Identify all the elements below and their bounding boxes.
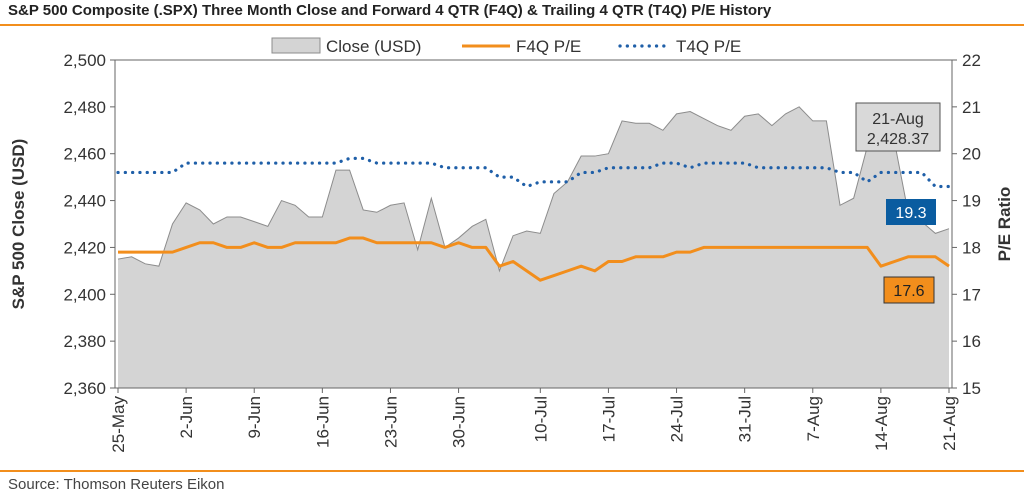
x-tick-label: 2-Jun: [177, 396, 196, 439]
x-tick-label: 10-Jul: [531, 396, 550, 442]
left-axis-ticks: 2,360 2,380 2,400 2,420 2,440 2,460 2,480 2,500: [63, 51, 115, 398]
legend-label-t4q: T4Q P/E: [676, 37, 741, 56]
x-tick-label: 24-Jul: [668, 396, 687, 442]
right-tick-label: 21: [962, 98, 981, 117]
t4q-callout-box: [886, 199, 936, 225]
left-tick-label: 2,500: [63, 51, 106, 70]
close-callout-date: 21-Aug: [872, 111, 924, 128]
t4q-callout: 19.3: [886, 199, 936, 225]
close-callout: 21-Aug 2,428.37: [855, 102, 941, 152]
legend-item-t4q: T4Q P/E: [618, 37, 741, 56]
left-axis-title: S&P 500 Close (USD): [9, 139, 28, 310]
x-tick-label: 23-Jun: [381, 396, 400, 448]
close-area-series: [118, 106, 949, 388]
x-axis-ticks: 25-May 2-Jun 9-Jun 16-Jun 23-Jun 30-Jun 10-Jul…: [109, 388, 959, 453]
pe-history-chart: 2,360 2,380 2,400 2,420 2,440 2,460 2,480 2,500…: [9, 37, 1014, 453]
left-tick-label: 2,440: [63, 192, 106, 211]
x-tick-label: 25-May: [109, 396, 128, 453]
right-tick-label: 20: [962, 145, 981, 164]
chart-title: S&P 500 Composite (.SPX) Three Month Clo…: [8, 2, 772, 19]
plot-frame: [114, 59, 953, 389]
right-tick-label: 16: [962, 332, 981, 351]
right-axis-ticks: 15 16 17 18 19 20 21 22: [952, 51, 981, 398]
footer-rule: [0, 470, 1024, 472]
t4q-callout-value: 19.3: [895, 205, 926, 222]
legend: Close (USD) F4Q P/E T4Q P/E: [271, 37, 741, 56]
legend-item-f4q: F4Q P/E: [462, 37, 581, 56]
legend-label-f4q: F4Q P/E: [516, 37, 581, 56]
f4q-callout-box: [883, 276, 935, 304]
left-tick-label: 2,400: [63, 285, 106, 304]
x-tick-label: 9-Jun: [245, 396, 264, 439]
x-tick-label: 30-Jun: [450, 396, 469, 448]
f4q-callout-value: 17.6: [893, 283, 924, 300]
source-note: Source: Thomson Reuters Eikon: [8, 476, 225, 493]
x-tick-label: 16-Jun: [313, 396, 332, 448]
x-tick-label: 14-Aug: [872, 396, 891, 451]
close-area-edge: [117, 106, 950, 273]
left-tick-label: 2,380: [63, 332, 106, 351]
left-tick-label: 2,460: [63, 145, 106, 164]
left-tick-label: 2,420: [63, 238, 106, 257]
right-tick-label: 18: [962, 238, 981, 257]
close-callout-box: [855, 102, 941, 152]
x-tick-label: 17-Jul: [599, 396, 618, 442]
right-tick-label: 19: [962, 192, 981, 211]
x-tick-label: 31-Jul: [736, 396, 755, 442]
close-callout-value: 2,428.37: [867, 131, 929, 148]
legend-swatch-close: [271, 37, 321, 54]
legend-item-close: Close (USD): [271, 37, 421, 56]
right-tick-label: 22: [962, 51, 981, 70]
right-tick-label: 17: [962, 285, 981, 304]
right-tick-label: 15: [962, 379, 981, 398]
f4q-callout: 17.6: [883, 276, 935, 304]
f4q-pe-line: [118, 236, 950, 282]
right-axis-title: P/E Ratio: [995, 187, 1014, 262]
left-tick-label: 2,360: [63, 379, 106, 398]
legend-label-close: Close (USD): [326, 37, 421, 56]
x-tick-label: 7-Aug: [804, 396, 823, 441]
left-tick-label: 2,480: [63, 98, 106, 117]
title-rule: [0, 24, 1024, 26]
x-tick-label: 21-Aug: [940, 396, 959, 451]
